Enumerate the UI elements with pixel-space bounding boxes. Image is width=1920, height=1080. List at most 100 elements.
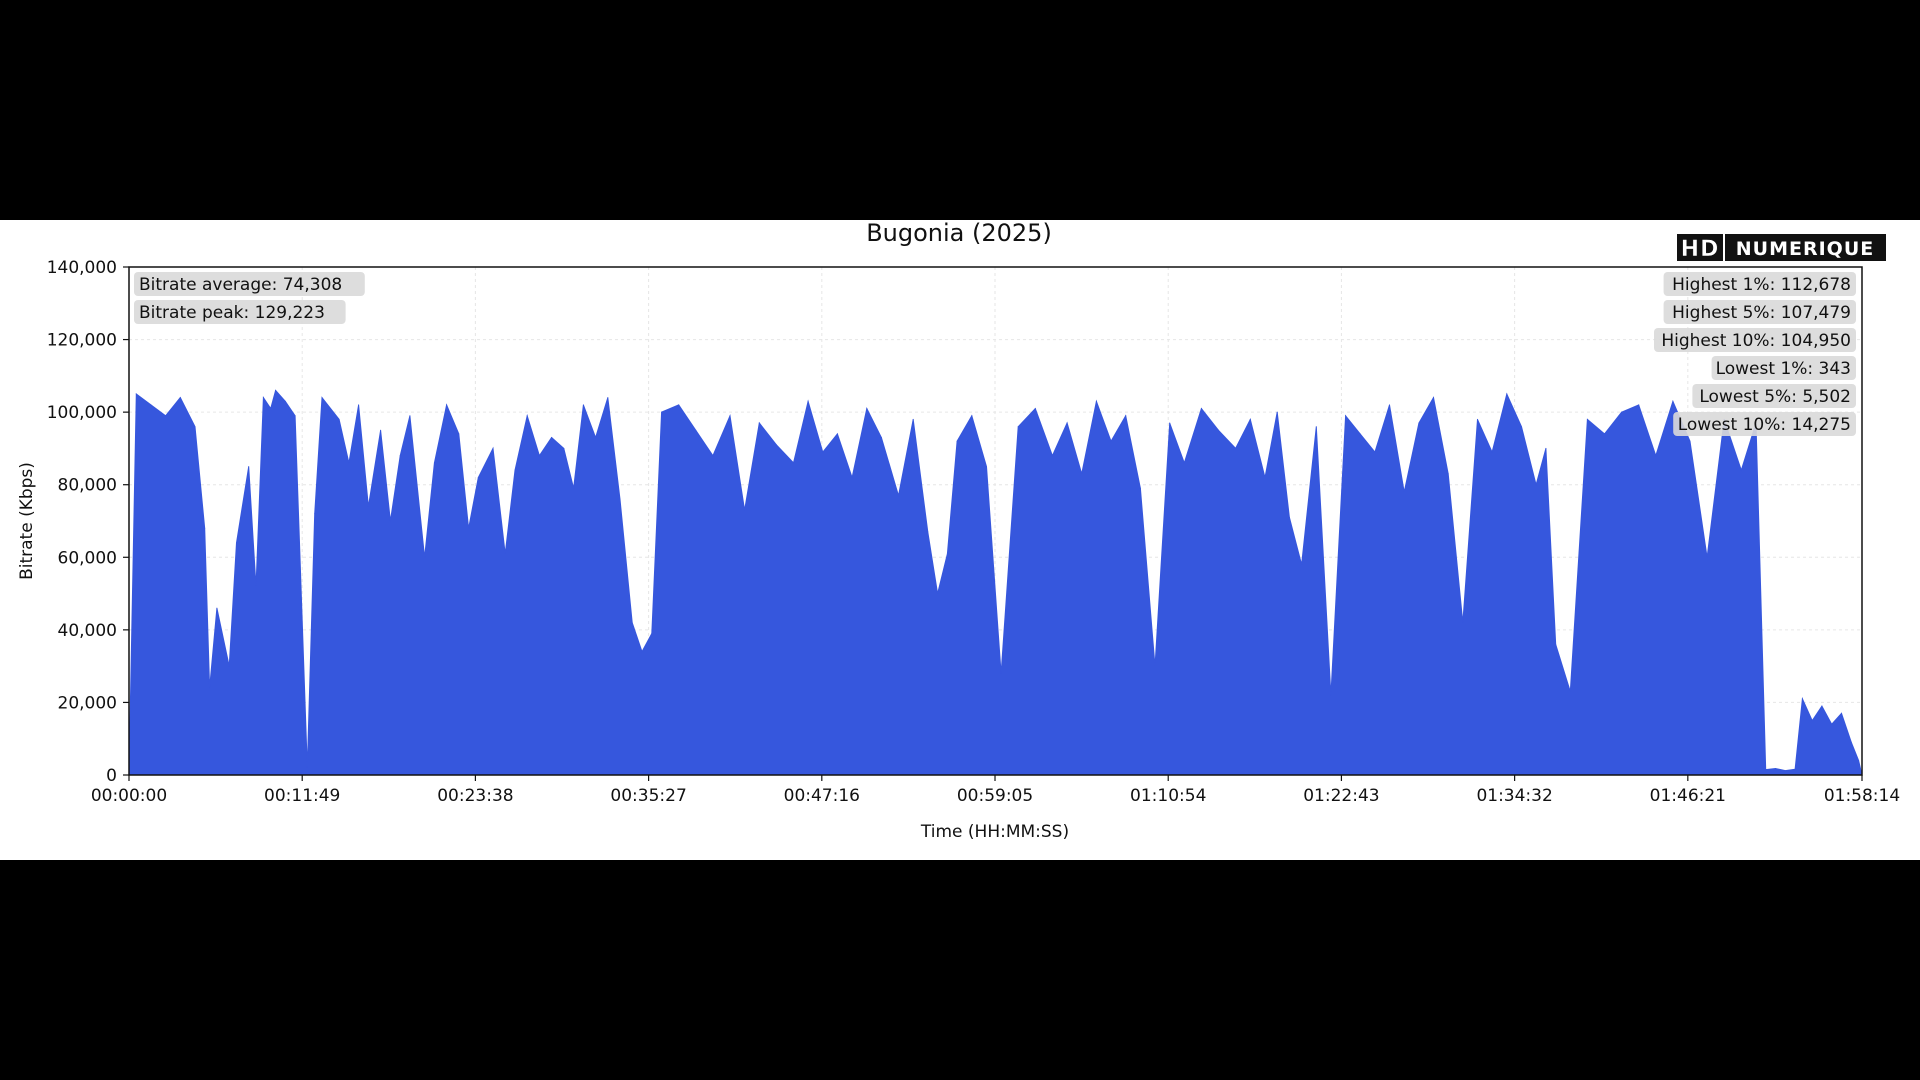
bitrate-point — [866, 408, 868, 409]
bitrate-point — [937, 593, 939, 595]
bitrate-point — [1218, 429, 1219, 431]
bitrate-point — [514, 469, 516, 471]
bitrate-point — [338, 418, 340, 420]
bitrate-point — [216, 607, 218, 609]
bitrate-point — [1034, 408, 1036, 409]
bitrate-point — [1811, 720, 1813, 722]
bitrate-point — [1604, 433, 1605, 435]
bitrate-point — [1276, 411, 1278, 413]
bitrate-point — [631, 622, 633, 624]
bitrate-point — [927, 531, 929, 533]
stat-box — [1692, 384, 1856, 408]
bitrate-point — [321, 397, 323, 399]
bitrate-point — [582, 404, 584, 406]
bitrate-point — [477, 477, 479, 478]
y-tick-label: 0 — [106, 766, 117, 786]
bitrate-point — [1831, 723, 1833, 725]
bitrate-point — [165, 415, 167, 417]
y-tick-label: 140,000 — [47, 258, 117, 278]
bitrate-point — [607, 397, 609, 399]
bitrate-point — [1235, 447, 1237, 449]
logo-hd-text: HD — [1681, 237, 1720, 262]
bitrate-point — [807, 400, 809, 402]
stat-box — [1673, 412, 1856, 436]
bitrate-point — [446, 404, 448, 406]
stat-box — [1654, 328, 1856, 352]
bitrate-point — [1638, 404, 1640, 406]
bitrate-point — [1447, 473, 1449, 475]
bitrate-point — [255, 585, 257, 587]
bitrate-point — [1521, 426, 1522, 428]
bitrate-point — [1491, 451, 1493, 453]
bitrate-point — [1345, 415, 1347, 417]
bitrate-point — [880, 437, 882, 438]
bitrate-point — [1051, 455, 1053, 457]
bitrate-point — [1655, 455, 1657, 457]
bitrate-point — [492, 447, 494, 449]
bitrate-point — [1330, 694, 1332, 696]
bitrate-point — [1301, 564, 1303, 565]
bitrate-point — [1389, 404, 1390, 406]
bitrate-point — [1288, 516, 1290, 518]
stat-box — [1663, 300, 1856, 324]
bitrate-point — [1821, 705, 1823, 707]
x-tick-label: 01:10:54 — [1130, 786, 1206, 806]
bitrate-point — [1586, 418, 1588, 420]
bitrate-point — [1139, 487, 1141, 489]
y-tick-label: 100,000 — [47, 403, 117, 423]
stat-box — [1711, 356, 1856, 380]
bitrate-point — [1841, 712, 1842, 714]
stat-box — [134, 300, 346, 324]
stat-label: Highest 10%: 104,950 — [1661, 331, 1851, 351]
stat-box — [1663, 272, 1856, 296]
bitrate-point — [971, 415, 973, 417]
x-tick-label: 01:46:21 — [1650, 786, 1726, 806]
bitrate-point — [526, 415, 528, 417]
bitrate-point — [1850, 741, 1852, 743]
stat-label: Lowest 1%: 343 — [1716, 359, 1851, 379]
bitrate-point — [1535, 484, 1537, 486]
bitrate-point — [270, 408, 272, 409]
x-axis-label: Time (HH:MM:SS) — [920, 822, 1069, 842]
bitrate-point — [758, 422, 760, 424]
stats-right: Highest 1%: 112,678 Highest 5%: 107,479 Hi… — [1654, 272, 1856, 436]
x-tick-label: 00:35:27 — [610, 786, 686, 806]
bitrate-point — [1264, 477, 1266, 478]
y-tick-label: 120,000 — [47, 331, 117, 351]
bitrate-point — [1169, 422, 1171, 424]
x-axis-ticks: 00:00:00 00:11:49 00:23:38 00:35:27 00:47:16… — [91, 775, 1900, 806]
bitrate-point — [399, 455, 401, 457]
bitrate-point — [595, 437, 597, 438]
bitrate-point — [367, 506, 369, 507]
y-tick-label: 20,000 — [58, 693, 117, 713]
bitrate-point — [1017, 426, 1019, 428]
y-axis-ticks: 0 20,000 40,000 60,000 80,000 100,000 120,000 1… — [47, 258, 129, 786]
chart-panel: Bugonia (2025) HD NUMERIQUE 0 20,000 40,00… — [0, 220, 1920, 860]
bitrate-point — [619, 498, 621, 500]
bitrate-point — [1775, 768, 1776, 769]
bitrate-point — [314, 513, 316, 515]
bitrate-point — [775, 444, 777, 446]
bitrate-point — [358, 404, 360, 406]
bitrate-point — [433, 462, 435, 464]
bitrate-point — [1183, 462, 1185, 464]
x-tick-label: 01:34:32 — [1476, 786, 1552, 806]
bitrate-series — [128, 389, 1863, 776]
bitrate-point — [563, 447, 565, 449]
bitrate-point — [1784, 770, 1786, 772]
bitrate-point — [1621, 411, 1623, 413]
bitrate-point — [135, 393, 137, 395]
bitrate-point — [1569, 691, 1571, 692]
logo: HD NUMERIQUE — [1677, 234, 1886, 262]
bitrate-point — [712, 455, 714, 457]
bitrate-point — [150, 404, 152, 406]
stats-left: Bitrate average: 74,308 Bitrate peak: 129… — [134, 272, 365, 324]
bitrate-point — [1433, 397, 1434, 399]
x-tick-label: 00:59:05 — [957, 786, 1033, 806]
bitrate-point — [641, 651, 643, 653]
bitrate-point — [1110, 440, 1112, 442]
stat-label: Lowest 10%: 14,275 — [1678, 415, 1851, 435]
bitrate-point — [1801, 698, 1803, 700]
bitrate-point — [306, 767, 308, 769]
bitrate-point — [248, 466, 250, 468]
